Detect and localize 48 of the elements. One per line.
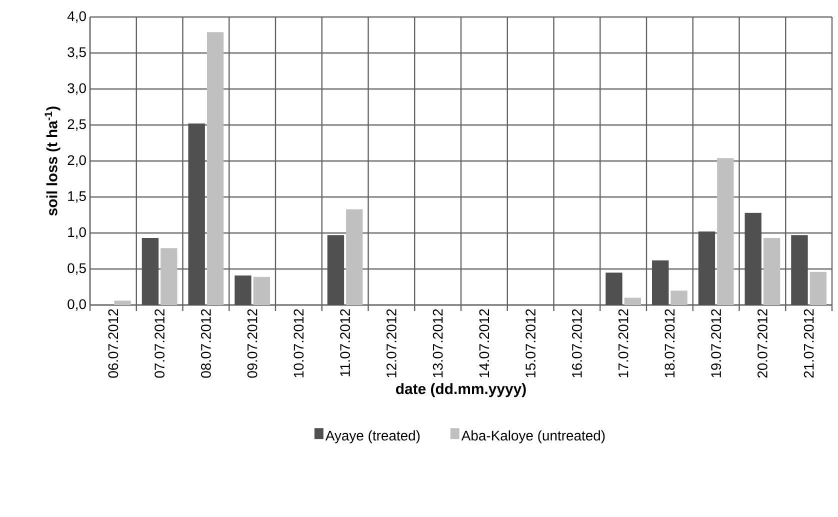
y-tick-label: 1,0	[68, 227, 86, 239]
bar	[652, 260, 669, 305]
x-tick-label: 17.07.2012	[618, 309, 628, 378]
x-tick-label: 06.07.2012	[108, 309, 118, 378]
bar	[744, 212, 762, 305]
bar	[346, 209, 363, 305]
bar	[142, 238, 159, 305]
x-tick-label: 10.07.2012	[294, 309, 304, 378]
x-tick-label: 09.07.2012	[247, 309, 258, 378]
bar	[188, 124, 205, 305]
y-tick-label: 0,5	[68, 263, 86, 275]
legend-label: Ayaye (treated)	[325, 430, 420, 444]
y-tick-label: 2,0	[68, 155, 86, 167]
y-tick-label: 1,5	[68, 191, 86, 203]
bar	[698, 232, 716, 305]
x-tick-label: 16.07.2012	[572, 309, 582, 378]
x-tick-label: 18.07.2012	[664, 309, 675, 378]
x-tick-label: 13.07.2012	[432, 309, 443, 378]
y-tick-label: 0,0	[68, 299, 86, 311]
y-axis-title: soil loss (t ha$^{-1}$)	[44, 106, 60, 216]
bar	[234, 275, 252, 305]
bar	[253, 276, 270, 305]
x-axis-title: date (dd.mm.yyyy)	[396, 383, 526, 398]
bar	[763, 238, 780, 305]
bar	[206, 32, 224, 305]
x-tick-label: 14.07.2012	[479, 309, 490, 378]
bar	[810, 272, 827, 305]
bar	[160, 248, 178, 305]
bar	[606, 272, 622, 305]
x-tick-label: 19.07.2012	[711, 309, 722, 378]
x-tick-label: 15.07.2012	[526, 309, 536, 378]
x-tick-label: 20.07.2012	[757, 309, 768, 378]
legend-label: Aba-Kaloye (untreated)	[461, 430, 605, 444]
x-tick-label: 07.07.2012	[154, 309, 165, 378]
y-tick-label: 3,5	[68, 47, 86, 59]
bar	[670, 290, 688, 305]
x-tick-label: 21.07.2012	[804, 309, 814, 378]
bar	[791, 235, 808, 305]
bar	[717, 158, 734, 305]
bar	[624, 298, 642, 305]
y-tick-label: 2,5	[68, 119, 86, 131]
x-tick-label: 12.07.2012	[386, 309, 396, 378]
y-tick-label: 3,0	[68, 83, 86, 95]
x-tick-label: 11.07.2012	[340, 309, 350, 376]
x-tick-label: 08.07.2012	[201, 309, 211, 378]
y-tick-label: 4,0	[67, 11, 86, 23]
bar	[114, 300, 131, 305]
bar	[327, 235, 344, 305]
